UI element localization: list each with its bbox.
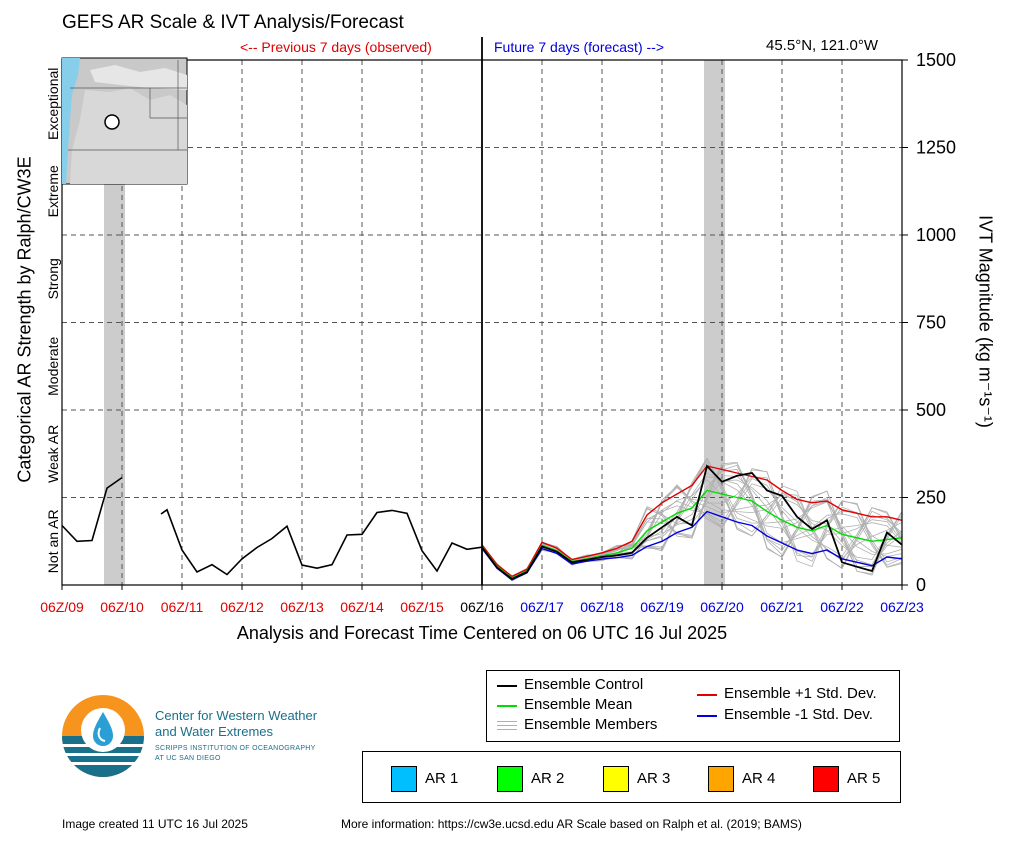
ensemble-member-line: [481, 458, 902, 578]
x-tick-label: 06Z/20: [700, 599, 744, 615]
ar2-label: AR 2: [531, 770, 565, 787]
y-tick-label: 250: [916, 488, 946, 508]
ar4-swatch: [708, 766, 734, 792]
legend-minus-std-swatch: [697, 715, 717, 717]
ar-category-label: Extreme: [45, 165, 61, 217]
x-tick-label: 06Z/18: [580, 599, 624, 615]
series-legend: Ensemble Control Ensemble Mean Ensemble …: [486, 670, 900, 742]
x-tick-label: 06Z/09: [40, 599, 84, 615]
shaded-period-0: [104, 60, 125, 585]
x-tick-label: 06Z/12: [220, 599, 264, 615]
ar1-label: AR 1: [425, 770, 459, 787]
observed-ivt-line: [62, 476, 123, 543]
plus-std-line: [481, 465, 902, 578]
location-inset-map: [61, 57, 188, 185]
future-days-label: Future 7 days (forecast) -->: [494, 39, 665, 55]
logo-name: Center for Western Weather and Water Ext…: [155, 708, 317, 740]
x-tick-label: 06Z/17: [520, 599, 564, 615]
ar2-swatch: [497, 766, 523, 792]
legend-members-swatch-3: [497, 729, 517, 730]
x-tick-label: 06Z/13: [280, 599, 324, 615]
y-tick-label: 0: [916, 575, 926, 595]
ensemble-members: [481, 457, 902, 582]
legend-mean-label: Ensemble Mean: [524, 696, 633, 713]
logo-line-3: SCRIPPS INSTITUTION OF OCEANOGRAPHY: [155, 745, 316, 752]
x-tick-label: 06Z/22: [820, 599, 864, 615]
ensemble-member-line: [481, 457, 902, 578]
x-tick-label: 06Z/16: [460, 599, 504, 615]
ar-category-label: Exceptional: [45, 68, 61, 140]
legend-members-label: Ensemble Members: [524, 716, 658, 733]
x-tick-label: 06Z/23: [880, 599, 924, 615]
y-tick-label: 1000: [916, 225, 956, 245]
ensemble-member-line: [481, 485, 902, 581]
location-label: 45.5°N, 121.0°W: [766, 37, 879, 54]
ensemble-member-line: [481, 457, 902, 578]
legend-plus-std-swatch: [697, 694, 717, 696]
ar-category-label: Moderate: [45, 337, 61, 396]
ar4-label: AR 4: [742, 770, 776, 787]
left-y-axis-title: Categorical AR Strength by Ralph/CW3E: [14, 156, 35, 483]
legend-mean-swatch: [497, 705, 517, 707]
series-lines: [62, 464, 902, 581]
more-info-note: More information: https://cw3e.ucsd.edu …: [341, 817, 802, 831]
y-tick-label: 1250: [916, 138, 956, 158]
image-created-note: Image created 11 UTC 16 Jul 2025: [62, 817, 248, 831]
ar5-swatch: [813, 766, 839, 792]
x-tick-label: 06Z/11: [161, 599, 204, 615]
chart-title: GEFS AR Scale & IVT Analysis/Forecast: [62, 12, 404, 33]
previous-days-label: <-- Previous 7 days (observed): [240, 39, 432, 55]
x-axis-title: Analysis and Forecast Time Centered on 0…: [236, 623, 728, 643]
ar3-swatch: [603, 766, 629, 792]
ar1-swatch: [391, 766, 417, 792]
ar-category-label: Strong: [45, 258, 61, 299]
ensemble-control-line: [481, 464, 902, 581]
logo-line-2: and Water Extremes: [155, 724, 274, 739]
legend-control-label: Ensemble Control: [524, 676, 644, 693]
ar5-label: AR 5: [847, 770, 881, 787]
y-tick-label: 750: [916, 313, 946, 333]
legend-control-swatch: [497, 685, 517, 687]
legend-minus-std-label: Ensemble -1 Std. Dev.: [724, 706, 873, 723]
grid-lines: [62, 60, 902, 585]
legend-plus-std-label: Ensemble +1 Std. Dev.: [724, 685, 877, 702]
location-marker: [104, 114, 120, 130]
x-tick-label: 06Z/21: [760, 599, 804, 615]
x-tick-label: 06Z/14: [340, 599, 384, 615]
logo-subtitle: SCRIPPS INSTITUTION OF OCEANOGRAPHY AT U…: [155, 744, 316, 764]
x-tick-label: 06Z/19: [640, 599, 684, 615]
ar-category-label: Not an AR: [45, 509, 61, 573]
logo-line-1: Center for Western Weather: [155, 708, 318, 723]
ar3-label: AR 3: [637, 770, 671, 787]
ar-category-label: Weak AR: [45, 425, 61, 483]
observed-ivt-line: [160, 508, 483, 576]
logo-line-4: AT UC SAN DIEGO: [155, 755, 221, 762]
right-y-axis-title: IVT Magnitude (kg m⁻¹s⁻¹): [975, 215, 996, 428]
y-tick-label: 1500: [916, 50, 956, 70]
ensemble-mean-line: [481, 489, 902, 579]
legend-members-swatch-2: [497, 725, 517, 726]
x-tick-label: 06Z/15: [400, 599, 444, 615]
ensemble-member-line: [481, 468, 902, 581]
axes: 06Z/09 06Z/10 06Z/11 06Z/12 06Z/13 06Z/14 06Z/…: [40, 37, 956, 615]
y-tick-label: 500: [916, 400, 946, 420]
ar-scale-legend: AR 1 AR 2 AR 3 AR 4 AR 5: [362, 751, 901, 803]
legend-members-swatch-1: [497, 721, 517, 722]
minus-std-line: [481, 510, 902, 581]
cw3e-logo: [62, 695, 144, 777]
x-tick-label: 06Z/10: [100, 599, 144, 615]
